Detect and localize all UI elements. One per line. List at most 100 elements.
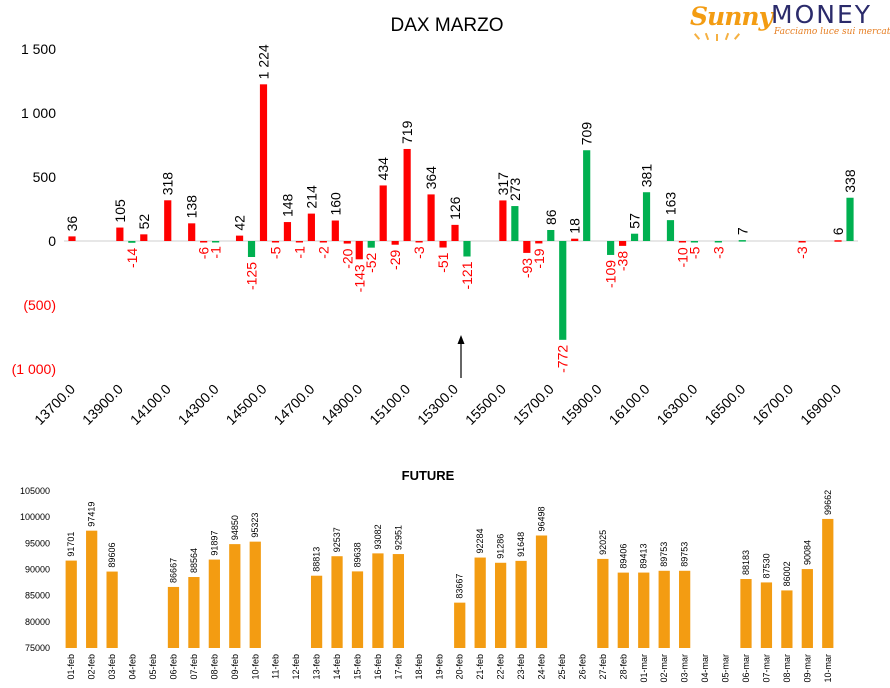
x-tick-label: 07-feb bbox=[189, 654, 199, 680]
bar-16100 bbox=[642, 192, 651, 241]
x-tick-label: 18-feb bbox=[414, 654, 424, 680]
data-label: 96498 bbox=[537, 506, 547, 531]
bar-14600 bbox=[283, 222, 292, 241]
logo-brand-sunny: Sunny bbox=[690, 2, 773, 31]
data-label: 138 bbox=[184, 195, 200, 219]
bar-14650 bbox=[295, 241, 303, 243]
data-label: -5 bbox=[686, 246, 702, 259]
data-label: 89606 bbox=[107, 543, 117, 568]
x-tick-label: 02-feb bbox=[87, 654, 97, 680]
bar-15250 bbox=[439, 241, 447, 248]
data-label: -19 bbox=[531, 248, 547, 268]
bar-14400 bbox=[235, 235, 244, 241]
bar-13700 bbox=[68, 236, 76, 241]
y-tick-label: 75000 bbox=[25, 643, 50, 653]
data-label: -5 bbox=[267, 246, 283, 259]
x-tick-label: 21-feb bbox=[475, 654, 485, 680]
bar-24-feb bbox=[535, 535, 548, 648]
bar-15950 bbox=[607, 241, 615, 255]
data-label: 18 bbox=[567, 218, 583, 234]
x-tick-label: 16900.0 bbox=[797, 381, 844, 428]
x-tick-label: 11-feb bbox=[271, 654, 281, 679]
data-label: 89753 bbox=[659, 542, 669, 567]
data-label: 88183 bbox=[741, 550, 751, 575]
x-tick-label: 15-feb bbox=[352, 654, 362, 680]
data-label: -125 bbox=[244, 262, 260, 290]
bar-28-feb bbox=[617, 572, 629, 648]
x-tick-label: 09-mar bbox=[802, 654, 812, 683]
bar-15600 bbox=[523, 241, 531, 253]
bar-10-feb bbox=[249, 541, 261, 648]
data-label: 338 bbox=[842, 169, 858, 193]
x-tick-label: 05-mar bbox=[721, 654, 731, 683]
data-label: 86667 bbox=[168, 558, 178, 583]
data-label: 89753 bbox=[680, 542, 690, 567]
x-tick-label: 01-feb bbox=[66, 654, 76, 680]
data-label: -14 bbox=[124, 248, 140, 268]
logo-tagline: Facciamo luce sui mercati bbox=[774, 27, 890, 37]
x-tick-label: 03-mar bbox=[680, 654, 690, 683]
bar-13900 bbox=[116, 227, 124, 241]
data-label: -2 bbox=[315, 246, 331, 259]
bar-01-mar bbox=[638, 572, 650, 648]
data-label: 88564 bbox=[189, 548, 199, 573]
data-label: 318 bbox=[160, 172, 176, 196]
bar-17-feb bbox=[392, 554, 405, 648]
x-tick-label: 16700.0 bbox=[749, 381, 796, 428]
bar-10-mar bbox=[822, 518, 834, 648]
bar-16400 bbox=[714, 241, 722, 243]
bar-06-feb bbox=[167, 586, 180, 648]
x-tick-label: 14900.0 bbox=[318, 381, 365, 428]
data-label: 83667 bbox=[455, 574, 465, 599]
data-label: 89413 bbox=[639, 544, 649, 569]
data-label: -93 bbox=[519, 258, 535, 278]
data-label: 92284 bbox=[475, 529, 485, 554]
data-label: 381 bbox=[639, 164, 655, 188]
bar-09-mar bbox=[801, 569, 813, 648]
x-tick-label: 06-mar bbox=[741, 654, 751, 683]
data-label: 90084 bbox=[802, 540, 812, 565]
bar-15300 bbox=[451, 224, 459, 241]
x-tick-label: 06-feb bbox=[168, 654, 178, 680]
x-tick-label: 04-mar bbox=[700, 654, 710, 683]
data-label: 42 bbox=[232, 215, 248, 231]
x-tick-label: 08-feb bbox=[209, 654, 219, 680]
future-chart-title: FUTURE bbox=[402, 468, 455, 483]
data-label: 91897 bbox=[209, 531, 219, 556]
data-label: 317 bbox=[495, 172, 511, 196]
x-tick-label: 05-feb bbox=[148, 654, 158, 680]
data-label: 57 bbox=[627, 213, 643, 229]
bar-16000 bbox=[619, 241, 627, 246]
data-label: -51 bbox=[435, 252, 451, 272]
data-label: 160 bbox=[327, 192, 343, 216]
data-label: 364 bbox=[423, 166, 439, 190]
data-label: 1 224 bbox=[256, 44, 272, 79]
bar-15750 bbox=[559, 241, 567, 340]
bar-15-feb bbox=[351, 571, 364, 648]
bar-14700 bbox=[307, 213, 315, 241]
x-tick-label: 04-feb bbox=[128, 654, 138, 680]
bar-02-mar bbox=[658, 570, 670, 648]
data-label: 99662 bbox=[823, 490, 833, 515]
data-label: 86002 bbox=[782, 561, 792, 586]
data-label: -6 bbox=[196, 247, 212, 260]
x-tick-label: 08-mar bbox=[782, 654, 792, 683]
y-tick-label: 85000 bbox=[25, 591, 50, 601]
data-label: 92025 bbox=[598, 530, 608, 555]
x-tick-label: 27-feb bbox=[598, 654, 608, 680]
x-tick-label: 12-feb bbox=[291, 654, 301, 680]
bar-14300 bbox=[212, 241, 220, 243]
data-label: 92951 bbox=[393, 525, 403, 550]
y-tick-label: 105000 bbox=[20, 486, 50, 496]
data-label: -38 bbox=[615, 251, 631, 271]
bar-14800 bbox=[331, 220, 339, 241]
y-tick-label: (500) bbox=[23, 297, 56, 313]
bar-15350 bbox=[463, 241, 471, 257]
bar-15500 bbox=[499, 200, 507, 241]
bar-15200 bbox=[427, 194, 435, 241]
bar-15050 bbox=[391, 241, 399, 245]
y-tick-label: 0 bbox=[48, 233, 56, 249]
data-label: 719 bbox=[399, 120, 415, 144]
x-tick-label: 01-mar bbox=[639, 654, 649, 683]
x-tick-label: 15900.0 bbox=[558, 381, 605, 428]
